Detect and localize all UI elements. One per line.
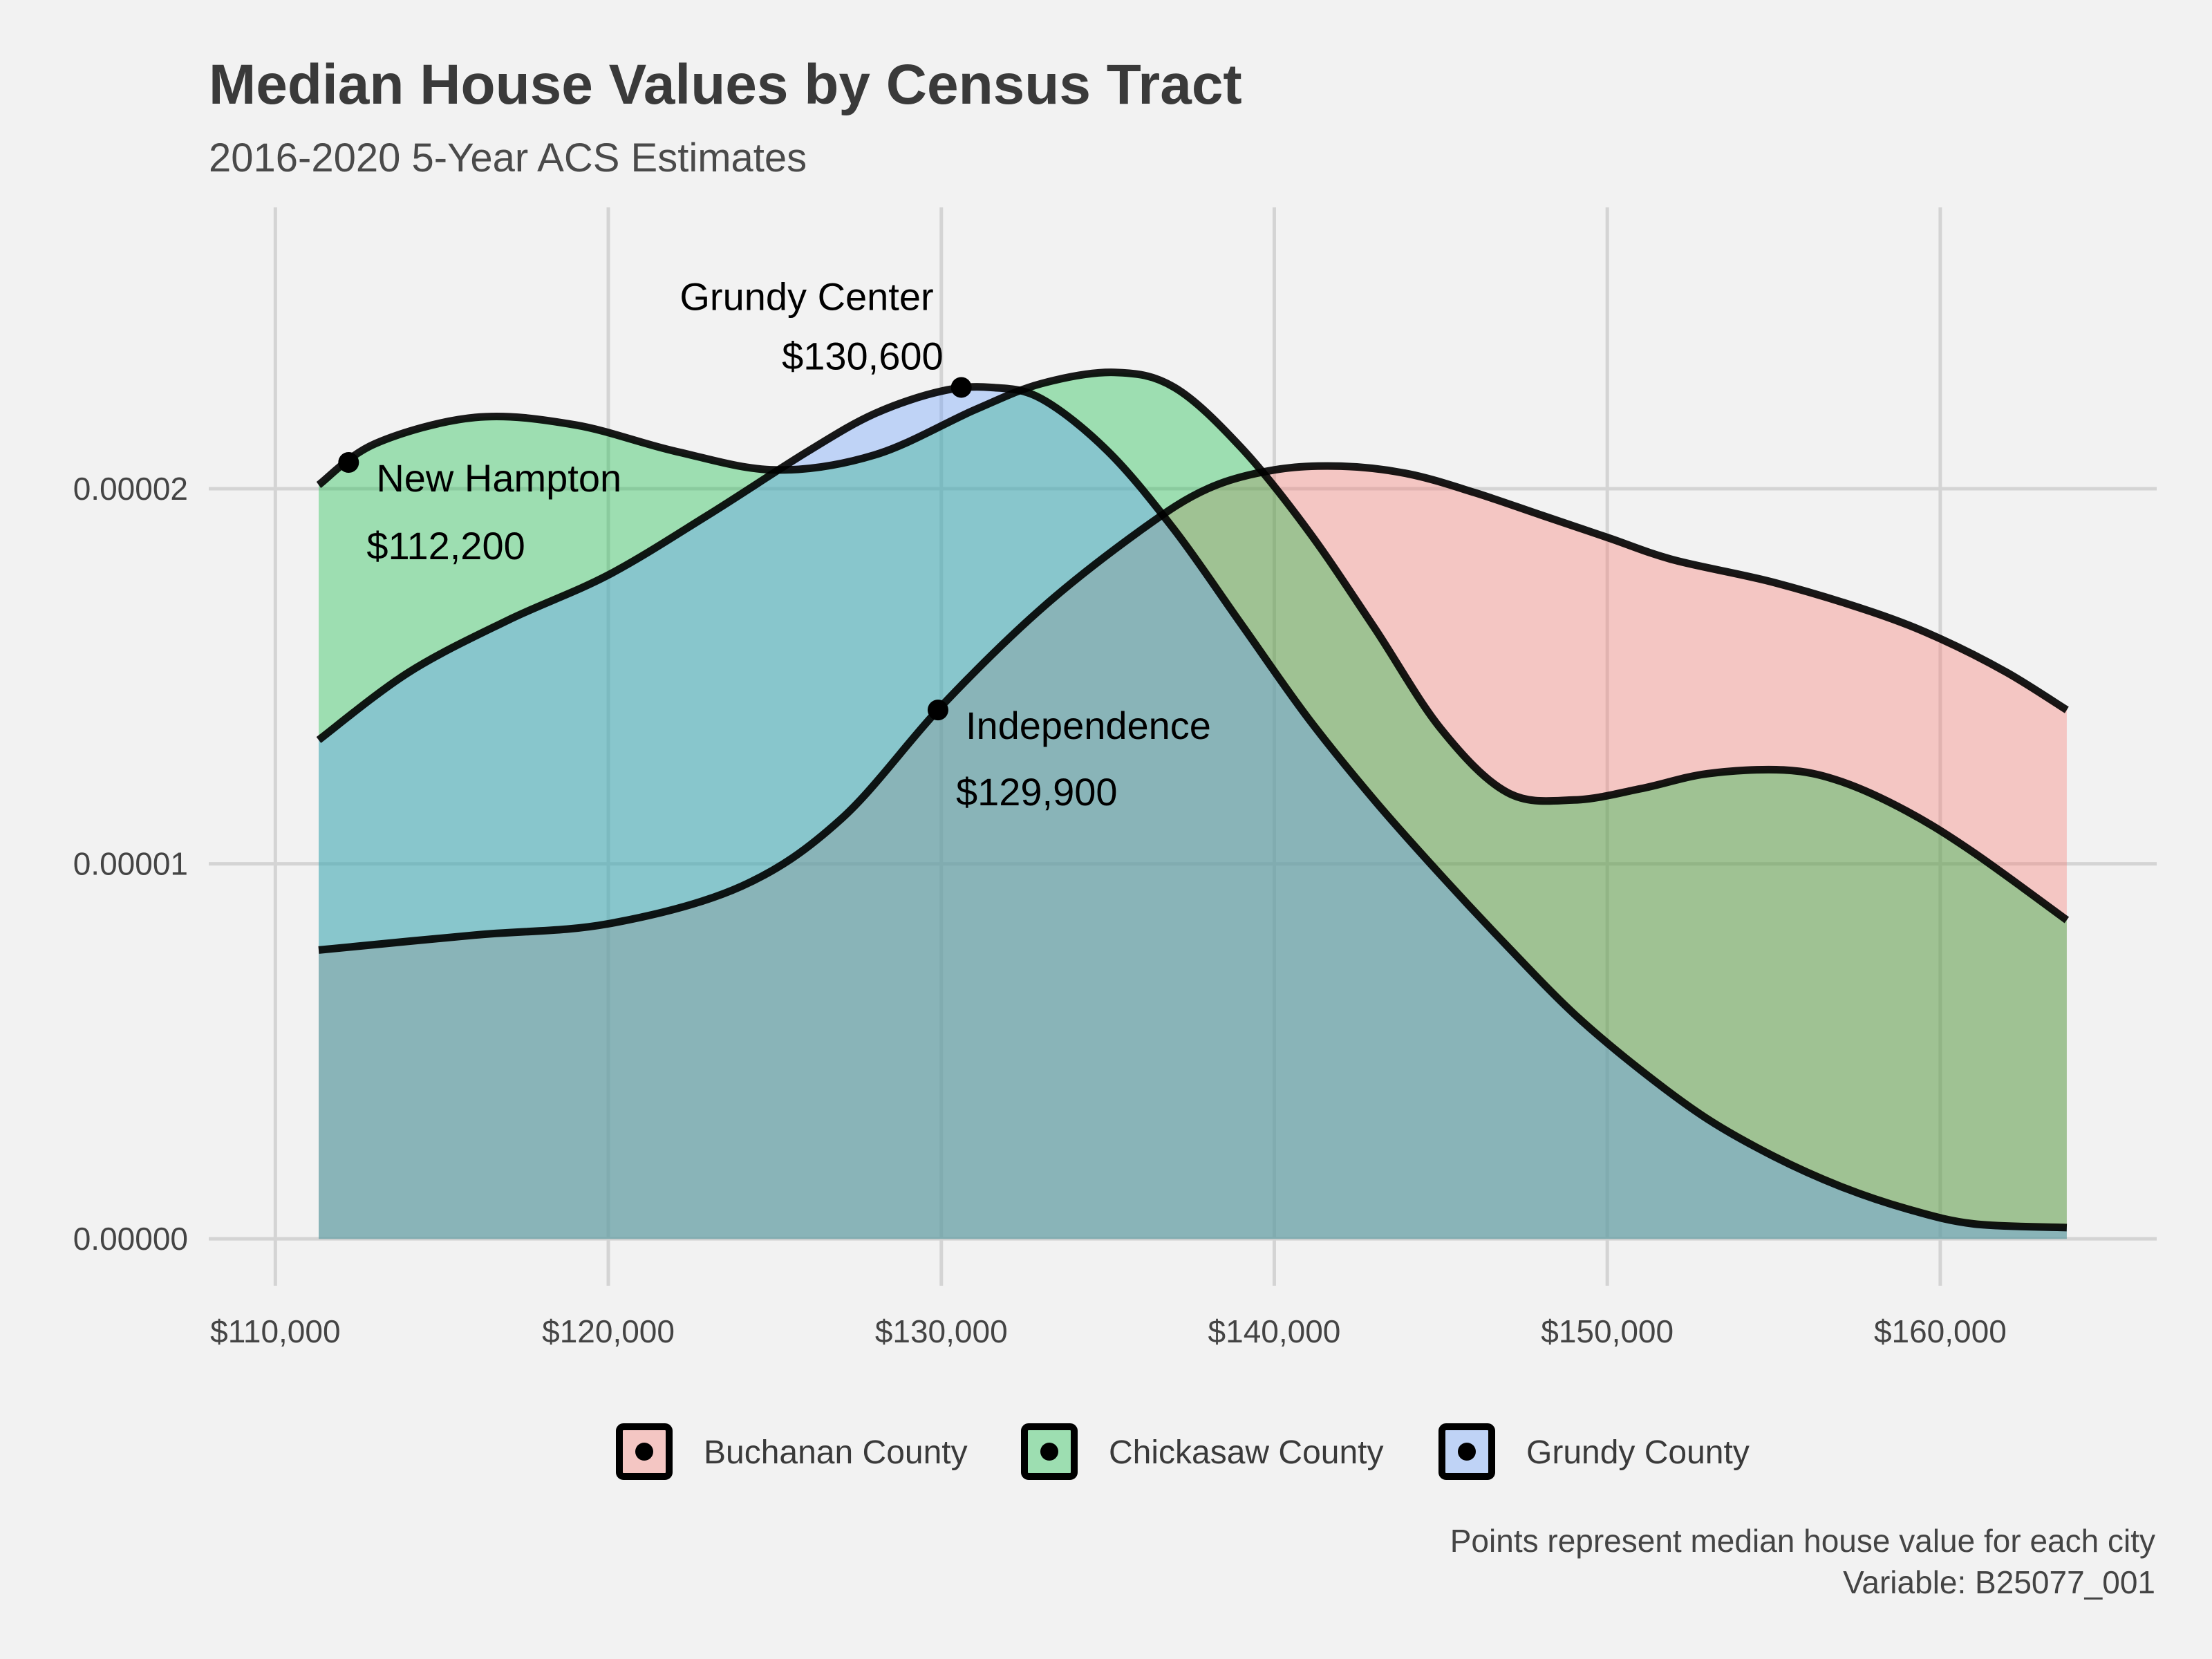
line-chickasaw-county: [316, 368, 2070, 924]
legend-label: Grundy County: [1526, 1434, 1750, 1471]
label-value-new-hampton: $112,200: [366, 524, 525, 568]
x-tick-label-2: $130,000: [875, 1313, 1008, 1349]
label-value-independence: $129,900: [956, 770, 1118, 814]
label-city-new-hampton: New Hampton: [376, 456, 621, 500]
legend-point-icon: [1040, 1443, 1058, 1461]
caption-line-1: Variable: B25077_001: [1843, 1564, 2155, 1600]
label-value-grundy-center: $130,600: [782, 334, 944, 377]
point-independence: [927, 700, 948, 721]
city-points: New Hampton $112,200 Grundy Center $130,600…: [338, 274, 1211, 814]
legend-label: Chickasaw County: [1109, 1434, 1384, 1471]
legend-item-buchanan-county: Buchanan County: [616, 1423, 968, 1480]
x-tick-label-4: $150,000: [1541, 1313, 1674, 1349]
label-city-grundy-center: Grundy Center: [679, 274, 933, 318]
x-tick-label-0: $110,000: [210, 1313, 340, 1349]
legend-item-grundy-county: Grundy County: [1438, 1423, 1750, 1480]
x-tick-label-5: $160,000: [1874, 1313, 2007, 1349]
caption: Points represent median house value for …: [1450, 1523, 2155, 1600]
density-lines: [316, 368, 2070, 1232]
point-new-hampton: [338, 451, 359, 473]
legend: Buchanan County Chickasaw County Grundy Co…: [616, 1423, 1750, 1480]
area-chickasaw-county: [319, 372, 2067, 1239]
line-grundy-county: [316, 383, 2068, 1232]
x-tick-label-3: $140,000: [1208, 1313, 1341, 1349]
caption-line-0: Points represent median house value for …: [1450, 1523, 2155, 1559]
y-tick-label-1: 0.00001: [73, 846, 188, 882]
line-buchanan-county: [318, 462, 2069, 954]
chart-subtitle: 2016-2020 5-Year ACS Estimates: [209, 135, 807, 180]
legend-item-chickasaw-county: Chickasaw County: [1021, 1423, 1384, 1480]
x-tick-label-1: $120,000: [542, 1313, 675, 1349]
axis-ticks: $110,000 $120,000 $130,000 $140,000 $150,000…: [73, 471, 2007, 1349]
area-buchanan-county: [319, 466, 2067, 1239]
label-city-independence: Independence: [966, 704, 1211, 747]
legend-point-icon: [635, 1443, 653, 1461]
y-tick-label-2: 0.00002: [73, 471, 188, 507]
y-tick-label-0: 0.00000: [73, 1221, 188, 1257]
chart-title: Median House Values by Census Tract: [209, 53, 1242, 116]
grid: [209, 207, 2157, 1286]
point-grundy-center: [950, 377, 972, 398]
density-areas: [319, 372, 2067, 1239]
area-grundy-county: [319, 386, 2067, 1239]
legend-label: Buchanan County: [704, 1434, 968, 1471]
legend-point-icon: [1458, 1443, 1476, 1461]
